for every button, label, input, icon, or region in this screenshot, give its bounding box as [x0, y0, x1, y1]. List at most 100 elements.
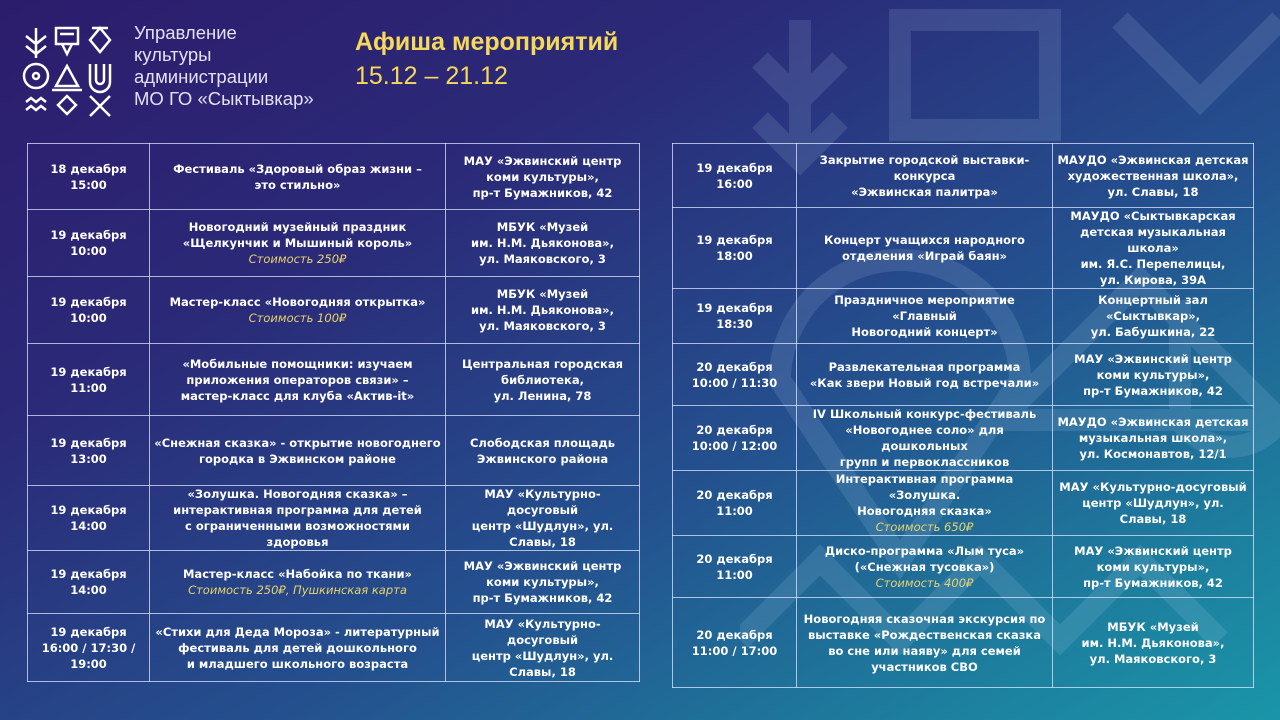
event-venue: МАУ «Культурно-досуговый центр «Шудлун», …: [1052, 470, 1254, 536]
event-title-line: и младшего школьного возраста: [186, 656, 409, 671]
event-row: 18 декабря 15:00 Фестиваль «Здоровый образ…: [27, 143, 640, 210]
event-venue-line: ул. Кирова, 39А: [1099, 273, 1207, 287]
event-datetime: 20 декабря 11:00: [672, 470, 797, 536]
event-venue-line: ул. Бабушкина, 22: [1090, 325, 1216, 339]
event-title-line: участников СВО: [871, 659, 978, 674]
event-venue-line: Слободская площадь: [469, 435, 616, 450]
event-datetime: 19 декабря 10:00: [27, 209, 150, 277]
event-row: 20 декабря 10:00 / 12:00 IV Школьный конку…: [672, 405, 1254, 471]
event-row: 19 декабря 10:00 Новогодний музейный празд…: [27, 209, 640, 277]
event-venue-line: ул. Космонавтов, 12/1: [1079, 447, 1227, 461]
event-title-line: «Щелкунчик и Мышиный король»: [182, 236, 413, 250]
event-venue: МАУ «Эжвинский центр коми культуры», пр-т …: [445, 143, 640, 210]
event-venue-line: МАУДО «Эжвинская детская: [1057, 415, 1249, 429]
event-time: 10:00 / 11:30: [691, 375, 778, 390]
event-date: 19 декабря: [696, 160, 773, 175]
event-title-line: Фестиваль «Здоровый образ жизни –: [173, 161, 422, 176]
event-title-line: Интерактивная программа «Золушка.: [835, 472, 1014, 502]
event-row: 19 декабря 18:30 Праздничное мероприятие «…: [672, 288, 1254, 344]
event-date: 20 декабря: [696, 627, 773, 642]
event-date: 19 декабря: [50, 295, 127, 309]
event-datetime: 19 декабря 10:00: [27, 276, 150, 344]
event-title: Закрытие городской выставки-конкурса «Эжв…: [796, 143, 1053, 208]
event-venue: МБУК «Музей им. Н.М. Дьяконова», ул. Маяко…: [1052, 597, 1254, 688]
event-title: «Мобильные помощники: изучаем приложения …: [149, 343, 446, 416]
event-title-line: групп и первоклассников: [839, 455, 1010, 469]
event-title-line: Праздничное мероприятие «Главный: [834, 293, 1015, 323]
event-venue-line: ул. Славы, 18: [1107, 184, 1199, 199]
event-venue: МАУДО «Эжвинская детская художественная ш…: [1052, 143, 1254, 208]
events-table-right: 19 декабря 16:00 Закрытие городской выстав…: [672, 143, 1254, 688]
event-title: Развлекательная программа «Как звери Новы…: [796, 343, 1053, 406]
event-title: Фестиваль «Здоровый образ жизни – это сти…: [149, 143, 446, 210]
event-title-line: («Снежная тусовка»): [854, 559, 995, 574]
event-time: 13:00: [70, 451, 107, 466]
event-title-line: Новогодний концерт»: [851, 325, 998, 339]
event-venue-line: МАУ «Эжвинский центр: [463, 559, 622, 573]
event-time: 10:00 / 12:00: [691, 439, 778, 453]
event-datetime: 19 декабря 14:00: [27, 485, 150, 551]
event-venue-line: МАУ «Эжвинский центр: [463, 153, 622, 168]
event-venue-line: Центральная городская: [462, 356, 623, 371]
event-venue-line: коми культуры»,: [486, 169, 599, 184]
event-title-line: с ограниченными возможностями здоровья: [185, 519, 410, 549]
event-time: 14:00: [70, 583, 107, 597]
event-venue-line: пр-т Бумажников, 42: [1083, 383, 1223, 398]
event-time: 11:00: [716, 504, 753, 518]
event-row: 19 декабря 16:00 / 17:30 / 19:00 «Стихи дл…: [27, 613, 640, 682]
event-datetime: 20 декабря 11:00: [672, 535, 797, 598]
event-title-line: интерактивная программа для детей: [173, 503, 422, 517]
event-datetime: 19 декабря 13:00: [27, 415, 150, 486]
event-venue: МАУ «Эжвинский центр коми культуры», пр-т …: [1052, 535, 1254, 598]
event-venue-line: коми культуры»,: [1096, 367, 1210, 382]
org-line: МО ГО «Сыктывкар»: [134, 88, 314, 109]
event-title-line: мастер-класс для клуба «Актив-it»: [180, 388, 415, 403]
event-title-line: фестиваль для детей дошкольного: [178, 640, 417, 655]
event-datetime: 19 декабря 16:00 / 17:30 / 19:00: [27, 613, 150, 682]
event-venue-line: им. Н.М. Дьяконова»,: [471, 303, 614, 317]
event-row: 19 декабря 14:00 «Золушка. Новогодняя сказ…: [27, 485, 640, 551]
event-venue-line: МБУК «Музей: [1107, 619, 1199, 634]
event-title: Мастер-класс «Набойка по ткани» Стоимость…: [149, 550, 446, 614]
event-venue-line: ул. Маяковского, 3: [479, 319, 606, 333]
event-title-line: выставке «Рождественская сказка: [808, 627, 1041, 642]
event-venue: Слободская площадь Эжвинского района: [445, 415, 640, 486]
event-venue: МАУДО «Сыктывкарская детская музыкальная …: [1052, 207, 1254, 289]
event-time: 16:00 / 17:30 / 19:00: [41, 640, 136, 671]
date-range: 15.12 – 21.12: [355, 62, 508, 90]
event-venue-line: Концертный зал «Сыктывкар»,: [1098, 293, 1208, 323]
event-date: 19 декабря: [696, 233, 773, 247]
event-venue: МАУ «Эжвинский центр коми культуры», пр-т …: [445, 550, 640, 614]
event-venue: МАУ «Культурно-досуговый центр «Шудлун», …: [445, 485, 640, 551]
event-cost: Стоимость 250₽: [248, 252, 347, 266]
event-title-line: «Снежная сказка» - открытие новогоднего: [154, 435, 441, 450]
event-title-line: приложения операторов связи» –: [186, 372, 409, 387]
event-venue-line: пр-т Бумажников, 42: [472, 591, 613, 605]
event-title: Новогодняя сказочная экскурсия по выставк…: [796, 597, 1053, 688]
event-date: 19 декабря: [50, 435, 127, 450]
event-title-line: «Стихи для Деда Мороза» - литературный: [155, 624, 440, 639]
event-venue-line: им. Я.С. Перепелицы,: [1080, 257, 1226, 271]
event-title-line: отделения «Играй баян»: [842, 249, 1007, 263]
event-title-line: это стильно»: [254, 177, 341, 192]
event-row: 20 декабря 11:00 / 17:00 Новогодняя сказоч…: [672, 597, 1254, 688]
page-title: Афиша мероприятий: [355, 28, 619, 56]
event-venue-line: пр-т Бумажников, 42: [472, 185, 613, 200]
event-date: 19 декабря: [50, 364, 127, 379]
event-venue-line: ул. Маяковского, 3: [1089, 651, 1217, 666]
event-title: Диско-программа «Лым туса» («Снежная тусо…: [796, 535, 1053, 598]
event-date: 18 декабря: [50, 161, 127, 176]
event-datetime: 20 декабря 10:00 / 11:30: [672, 343, 797, 406]
event-time: 16:00: [716, 176, 753, 191]
event-title: «Стихи для Деда Мороза» - литературный фе…: [149, 613, 446, 682]
event-venue-line: художественная школа»,: [1067, 168, 1239, 183]
event-venue-line: им. Н.М. Дьяконова»,: [1081, 635, 1225, 650]
event-time: 18:30: [716, 317, 753, 331]
org-line: Управление: [134, 22, 237, 43]
event-title: Концерт учащихся народного отделения «Игр…: [796, 207, 1053, 289]
event-venue-line: центр «Шудлун», ул. Славы, 18: [471, 648, 614, 679]
event-datetime: 20 декабря 10:00 / 12:00: [672, 405, 797, 471]
event-venue-line: ул. Ленина, 78: [493, 388, 592, 403]
event-time: 11:00 / 17:00: [691, 643, 778, 658]
org-line: культуры: [134, 44, 212, 65]
